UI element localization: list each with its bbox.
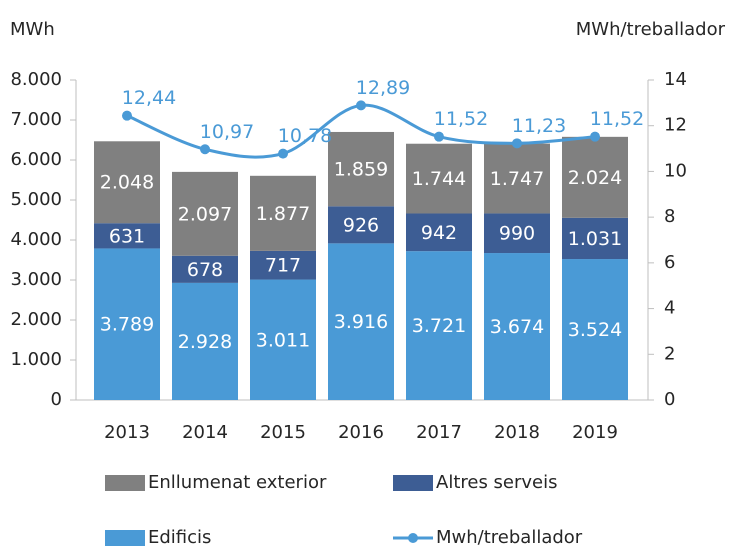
line-marker	[200, 144, 210, 155]
bar-segment	[562, 217, 628, 260]
x-tick-label: 2017	[416, 422, 462, 443]
y-tick-label: 3.000	[10, 269, 62, 290]
legend-label: Edificis	[148, 527, 211, 548]
y2-tick-label: 6	[664, 252, 675, 273]
legend-marker	[408, 533, 418, 543]
y-tick-label: 7.000	[10, 109, 62, 130]
bar-value-label: 990	[499, 223, 535, 245]
bar-value-label: 1.877	[256, 203, 310, 225]
line-marker	[122, 110, 132, 121]
y2-tick-label: 10	[664, 160, 687, 181]
bar-value-label: 3.916	[334, 311, 388, 333]
bar-value-label: 717	[265, 255, 301, 277]
bar-segment	[328, 131, 394, 207]
bar-value-label: 926	[343, 214, 379, 236]
line-marker	[512, 138, 522, 149]
y2-tick-label: 0	[664, 389, 675, 410]
x-tick-label: 2016	[338, 422, 384, 443]
bar-segment	[250, 250, 316, 280]
bar-segment	[406, 143, 472, 214]
y2-tick-label: 8	[664, 206, 675, 227]
legend-swatch	[105, 475, 145, 491]
y-tick-label: 1.000	[10, 349, 62, 370]
line-value-label: 11,23	[512, 115, 566, 137]
bar-segment	[94, 248, 160, 400]
bar-segment	[172, 282, 238, 400]
legend-label: Mwh/treballador	[436, 527, 583, 548]
bar-value-label: 1.747	[490, 168, 544, 190]
line-value-label: 10,78	[278, 125, 332, 147]
legend-swatch	[393, 475, 433, 491]
y2-axis-title: MWh/treballador	[576, 19, 726, 40]
y-tick-label: 4.000	[10, 229, 62, 250]
bar-segment	[484, 213, 550, 254]
line-marker	[356, 100, 366, 111]
y-tick-label: 2.000	[10, 309, 62, 330]
line-value-label: 11,52	[590, 108, 644, 130]
legend-swatch	[105, 530, 145, 546]
bar-segment	[250, 175, 316, 251]
y2-tick-label: 4	[664, 298, 675, 319]
y-tick-label: 0	[51, 389, 62, 410]
bar-value-label: 1.031	[568, 228, 622, 250]
bar-segment	[328, 206, 394, 244]
bar-value-label: 2.024	[568, 167, 622, 189]
bar-segment	[406, 213, 472, 252]
x-tick-label: 2013	[104, 422, 150, 443]
bar-value-label: 1.744	[412, 168, 466, 190]
y2-tick-label: 12	[664, 115, 687, 136]
line-value-label: 10,97	[200, 121, 254, 143]
legend-label: Altres serveis	[436, 472, 558, 493]
y-axis-title: MWh	[10, 19, 55, 40]
line-marker	[278, 148, 288, 159]
line-value-label: 12,89	[356, 77, 410, 99]
bar-value-label: 3.524	[568, 319, 622, 341]
bar-segment	[172, 255, 238, 283]
bar-segment	[94, 223, 160, 249]
bar-segment	[94, 141, 160, 224]
bar-value-label: 2.097	[178, 203, 232, 225]
bar-value-label: 3.674	[490, 316, 544, 338]
bar-value-label: 942	[421, 222, 457, 244]
bar-value-label: 2.048	[100, 172, 154, 194]
bar-segment	[562, 259, 628, 400]
bar-value-label: 3.721	[412, 315, 466, 337]
legend-label: Enllumenat exterior	[148, 472, 327, 493]
bar-segment	[484, 253, 550, 400]
line-marker	[434, 131, 444, 142]
y-tick-label: 5.000	[10, 189, 62, 210]
x-tick-label: 2015	[260, 422, 306, 443]
x-tick-label: 2019	[572, 422, 618, 443]
bar-value-label: 1.859	[334, 159, 388, 181]
bar-segment	[328, 243, 394, 400]
bar-segment	[562, 136, 628, 218]
x-tick-label: 2014	[182, 422, 228, 443]
bar-segment	[484, 143, 550, 214]
line-value-label: 12,44	[122, 87, 176, 109]
line-marker	[590, 131, 600, 142]
y2-tick-label: 2	[664, 343, 675, 364]
y2-tick-label: 14	[664, 69, 687, 90]
bar-value-label: 3.789	[100, 314, 154, 336]
bar-value-label: 3.011	[256, 329, 310, 351]
bar-segment	[250, 279, 316, 400]
bar-segment	[406, 251, 472, 400]
bar-value-label: 631	[109, 225, 145, 247]
bar-segment	[172, 171, 238, 256]
line-value-label: 11,52	[434, 108, 488, 130]
bar-value-label: 2.928	[178, 331, 232, 353]
bar-value-label: 678	[187, 259, 223, 281]
x-tick-label: 2018	[494, 422, 540, 443]
y-tick-label: 8.000	[10, 69, 62, 90]
y-tick-label: 6.000	[10, 149, 62, 170]
